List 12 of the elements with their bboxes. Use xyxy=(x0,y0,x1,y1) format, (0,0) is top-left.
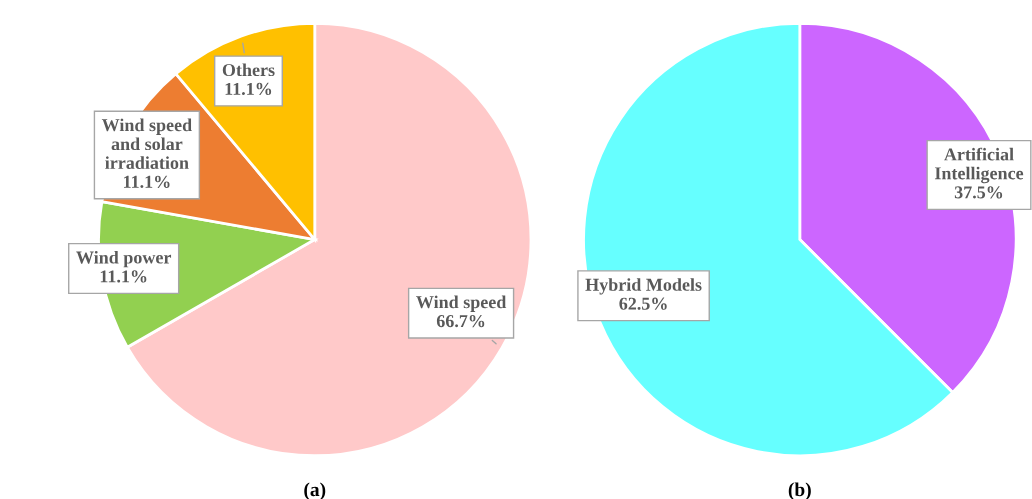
slice-label: Wind power xyxy=(76,250,172,268)
data-label: 11.1% xyxy=(225,82,272,96)
data-label: 11.1% xyxy=(124,175,170,188)
data-label: 62.5% xyxy=(619,297,667,310)
slice-label: Others xyxy=(222,63,275,77)
data-label: 37.5% xyxy=(954,186,1003,199)
data-label: 11.1% xyxy=(100,270,147,283)
slice-label: Hybrid Models xyxy=(585,278,702,295)
slice-label: Artificial Intelligence xyxy=(934,147,1024,184)
data-label: 66.7% xyxy=(436,314,485,328)
slice-label: Wind speed xyxy=(416,295,507,312)
slice-label: Wind speed and solar irradiation xyxy=(101,118,192,169)
